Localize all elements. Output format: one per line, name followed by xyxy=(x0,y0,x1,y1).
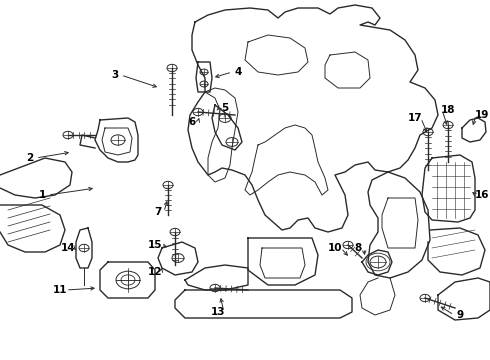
Text: 16: 16 xyxy=(475,190,489,200)
Text: 14: 14 xyxy=(61,243,75,253)
Text: 5: 5 xyxy=(221,103,229,113)
Text: 8: 8 xyxy=(354,243,362,253)
Text: 9: 9 xyxy=(457,310,464,320)
Text: 11: 11 xyxy=(53,285,67,295)
Text: 18: 18 xyxy=(441,105,455,115)
Text: 1: 1 xyxy=(38,190,46,200)
Text: 17: 17 xyxy=(408,113,422,123)
Text: 6: 6 xyxy=(188,117,196,127)
Text: 19: 19 xyxy=(475,110,489,120)
Text: 2: 2 xyxy=(26,153,34,163)
Text: 12: 12 xyxy=(148,267,162,277)
Text: 15: 15 xyxy=(148,240,162,250)
Text: 3: 3 xyxy=(111,70,119,80)
Text: 13: 13 xyxy=(211,307,225,317)
Text: 7: 7 xyxy=(154,207,162,217)
Text: 4: 4 xyxy=(234,67,242,77)
Text: 10: 10 xyxy=(328,243,342,253)
